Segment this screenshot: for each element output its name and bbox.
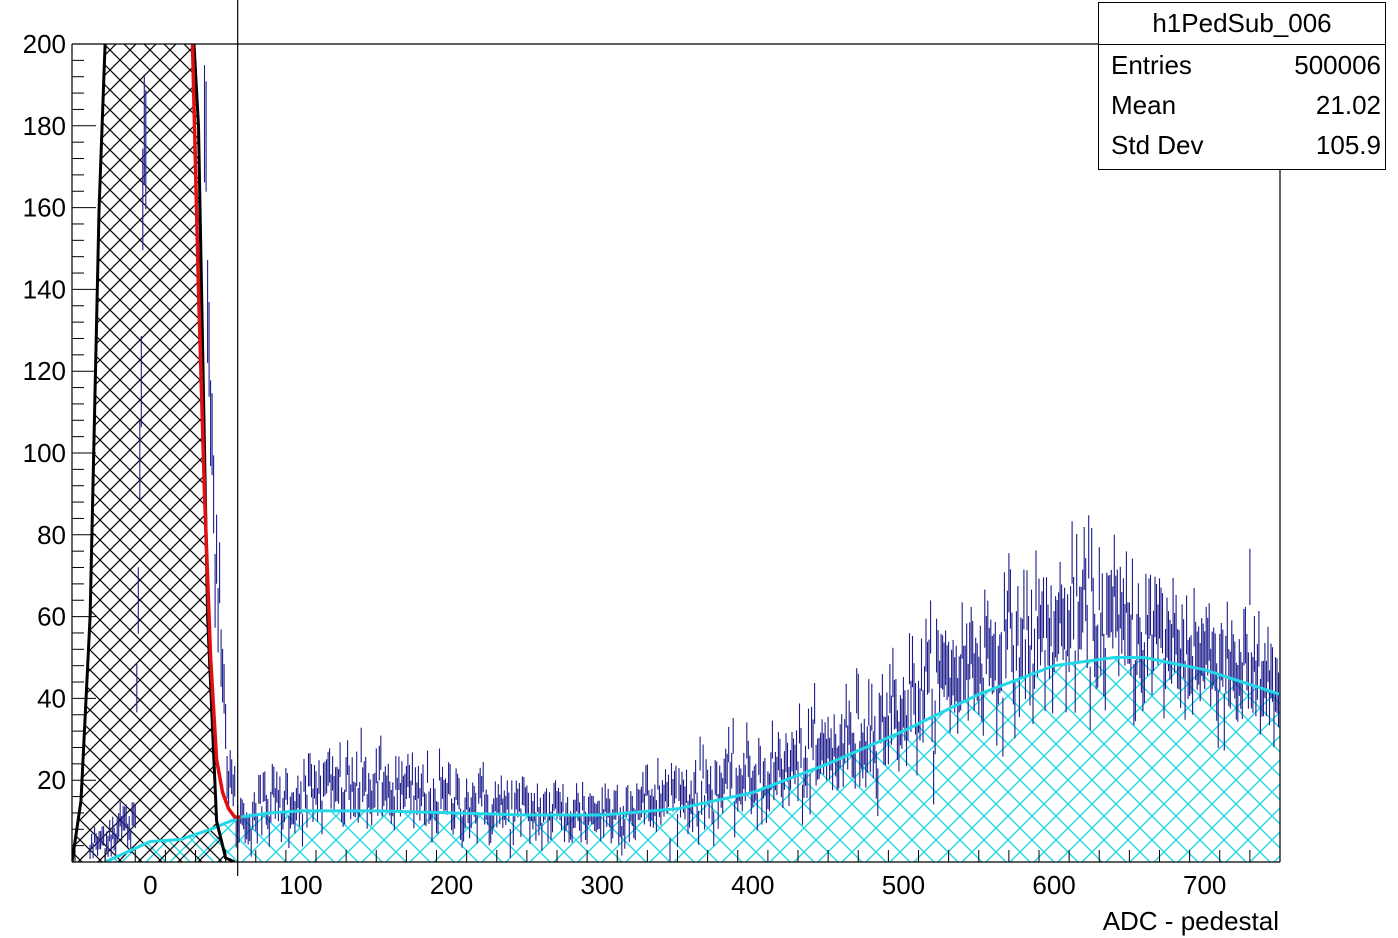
x-tick-label: 0 xyxy=(143,870,157,900)
x-tick-label: 500 xyxy=(882,870,925,900)
y-tick-label: 100 xyxy=(23,438,66,468)
signal-fit-fill xyxy=(105,657,1280,862)
stats-value: 21.02 xyxy=(1315,90,1381,120)
x-axis-title: ADC - pedestal xyxy=(1103,906,1279,936)
x-tick-label: 200 xyxy=(430,870,473,900)
stats-row-mean: Mean 21.02 xyxy=(1099,85,1385,125)
y-tick-label: 80 xyxy=(37,520,66,550)
x-tick-label: 400 xyxy=(731,870,774,900)
stats-row-entries: Entries 500006 xyxy=(1099,45,1385,85)
signal-fit-line xyxy=(104,656,1280,862)
y-tick-label: 200 xyxy=(23,29,66,59)
x-tick-label: 600 xyxy=(1032,870,1075,900)
stats-label: Std Dev xyxy=(1111,130,1204,160)
y-tick-label: 120 xyxy=(23,356,66,386)
stats-title: h1PedSub_006 xyxy=(1099,3,1385,45)
pedestal-fit-fill xyxy=(72,44,235,862)
stats-row-stddev: Std Dev 105.9 xyxy=(1099,125,1385,165)
stats-box: h1PedSub_006 Entries 500006 Mean 21.02 S… xyxy=(1098,2,1386,170)
x-tick-label: 300 xyxy=(580,870,623,900)
stats-label: Entries xyxy=(1111,50,1192,80)
x-tick-label: 700 xyxy=(1183,870,1226,900)
stats-value: 105.9 xyxy=(1315,130,1381,160)
y-tick-label: 40 xyxy=(37,683,66,713)
x-tick-label: 100 xyxy=(279,870,322,900)
stats-value: 500006 xyxy=(1294,50,1381,80)
total-fit-line xyxy=(190,44,241,819)
y-tick-label: 60 xyxy=(37,602,66,632)
y-tick-label: 160 xyxy=(23,193,66,223)
y-tick-label: 180 xyxy=(23,111,66,141)
stats-label: Mean xyxy=(1111,90,1177,120)
y-tick-label: 140 xyxy=(23,274,66,304)
y-tick-label: 20 xyxy=(37,765,66,795)
